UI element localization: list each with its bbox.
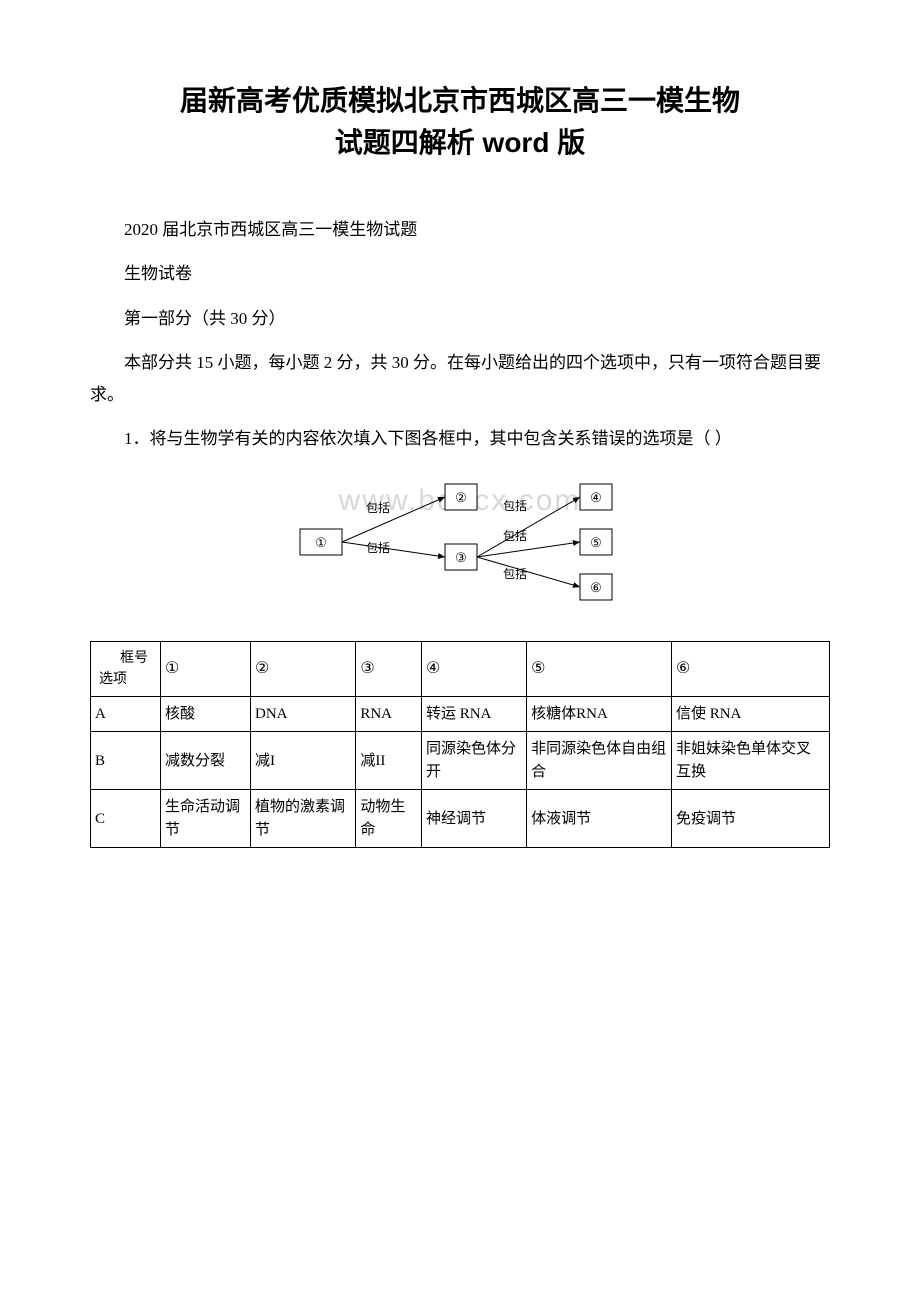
paragraph-instructions: 本部分共 15 小题，每小题 2 分，共 30 分。在每小题给出的四个选项中，只… (90, 347, 830, 412)
table-cell: 减II (356, 732, 422, 790)
svg-text:①: ① (315, 535, 327, 550)
svg-text:包括: 包括 (503, 566, 527, 581)
svg-text:③: ③ (455, 550, 467, 565)
col-header-1: ① (161, 641, 251, 696)
table-cell: 免疫调节 (671, 790, 829, 848)
svg-text:⑥: ⑥ (590, 580, 602, 595)
table-cell: 神经调节 (421, 790, 526, 848)
table-cell: 动物生命 (356, 790, 422, 848)
paragraph-section: 第一部分（共 30 分） (90, 303, 830, 335)
table-cell: 植物的激素调节 (251, 790, 356, 848)
col-header-5: ⑤ (527, 641, 672, 696)
table-cell: 生命活动调节 (161, 790, 251, 848)
options-table: 框号 选项 ① ② ③ ④ ⑤ ⑥ A 核酸 DNA RNA 转运 RNA 核糖… (90, 641, 830, 849)
col-header-4: ④ (421, 641, 526, 696)
row-letter-c: C (91, 790, 161, 848)
header-frame-number: 框号 (95, 648, 156, 669)
table-cell: RNA (356, 696, 422, 732)
table-cell: 信使 RNA (671, 696, 829, 732)
svg-text:②: ② (455, 490, 467, 505)
table-cell: 核酸 (161, 696, 251, 732)
page-title: 届新高考优质模拟北京市西城区高三一模生物 试题四解析 word 版 (90, 80, 830, 164)
header-option: 选项 (95, 669, 156, 690)
table-header-row: 框号 选项 ① ② ③ ④ ⑤ ⑥ (91, 641, 830, 696)
table-row: B 减数分裂 减I 减II 同源染色体分开 非同源染色体自由组合 非姐妹染色单体… (91, 732, 830, 790)
table-cell: 转运 RNA (421, 696, 526, 732)
paragraph-exam-title: 2020 届北京市西城区高三一模生物试题 (90, 214, 830, 246)
paragraph-question-1: 1．将与生物学有关的内容依次填入下图各框中，其中包含关系错误的选项是（ ） (90, 423, 830, 455)
paragraph-subject: 生物试卷 (90, 258, 830, 290)
table-corner-cell: 框号 选项 (91, 641, 161, 696)
table-cell: 非同源染色体自由组合 (527, 732, 672, 790)
col-header-6: ⑥ (671, 641, 829, 696)
table-row: A 核酸 DNA RNA 转运 RNA 核糖体RNA 信使 RNA (91, 696, 830, 732)
svg-text:包括: 包括 (503, 528, 527, 543)
col-header-2: ② (251, 641, 356, 696)
table-cell: 核糖体RNA (527, 696, 672, 732)
table-cell: 同源染色体分开 (421, 732, 526, 790)
table-cell: 减数分裂 (161, 732, 251, 790)
svg-text:包括: 包括 (366, 500, 390, 515)
table-cell: DNA (251, 696, 356, 732)
table-cell: 体液调节 (527, 790, 672, 848)
col-header-3: ③ (356, 641, 422, 696)
table-cell: 减I (251, 732, 356, 790)
row-letter-a: A (91, 696, 161, 732)
table-cell: 非姐妹染色单体交叉互换 (671, 732, 829, 790)
svg-text:包括: 包括 (503, 498, 527, 513)
table-row: C 生命活动调节 植物的激素调节 动物生命 神经调节 体液调节 免疫调节 (91, 790, 830, 848)
diagram-container: www.bdocx.com 包括包括包括包括包括①②③④⑤⑥ (90, 474, 830, 619)
svg-text:④: ④ (590, 490, 602, 505)
row-letter-b: B (91, 732, 161, 790)
hierarchy-diagram: 包括包括包括包括包括①②③④⑤⑥ (260, 474, 660, 614)
title-line-2: 试题四解析 word 版 (335, 127, 585, 158)
title-line-1: 届新高考优质模拟北京市西城区高三一模生物 (180, 85, 740, 116)
svg-text:⑤: ⑤ (590, 535, 602, 550)
svg-text:包括: 包括 (366, 540, 390, 555)
